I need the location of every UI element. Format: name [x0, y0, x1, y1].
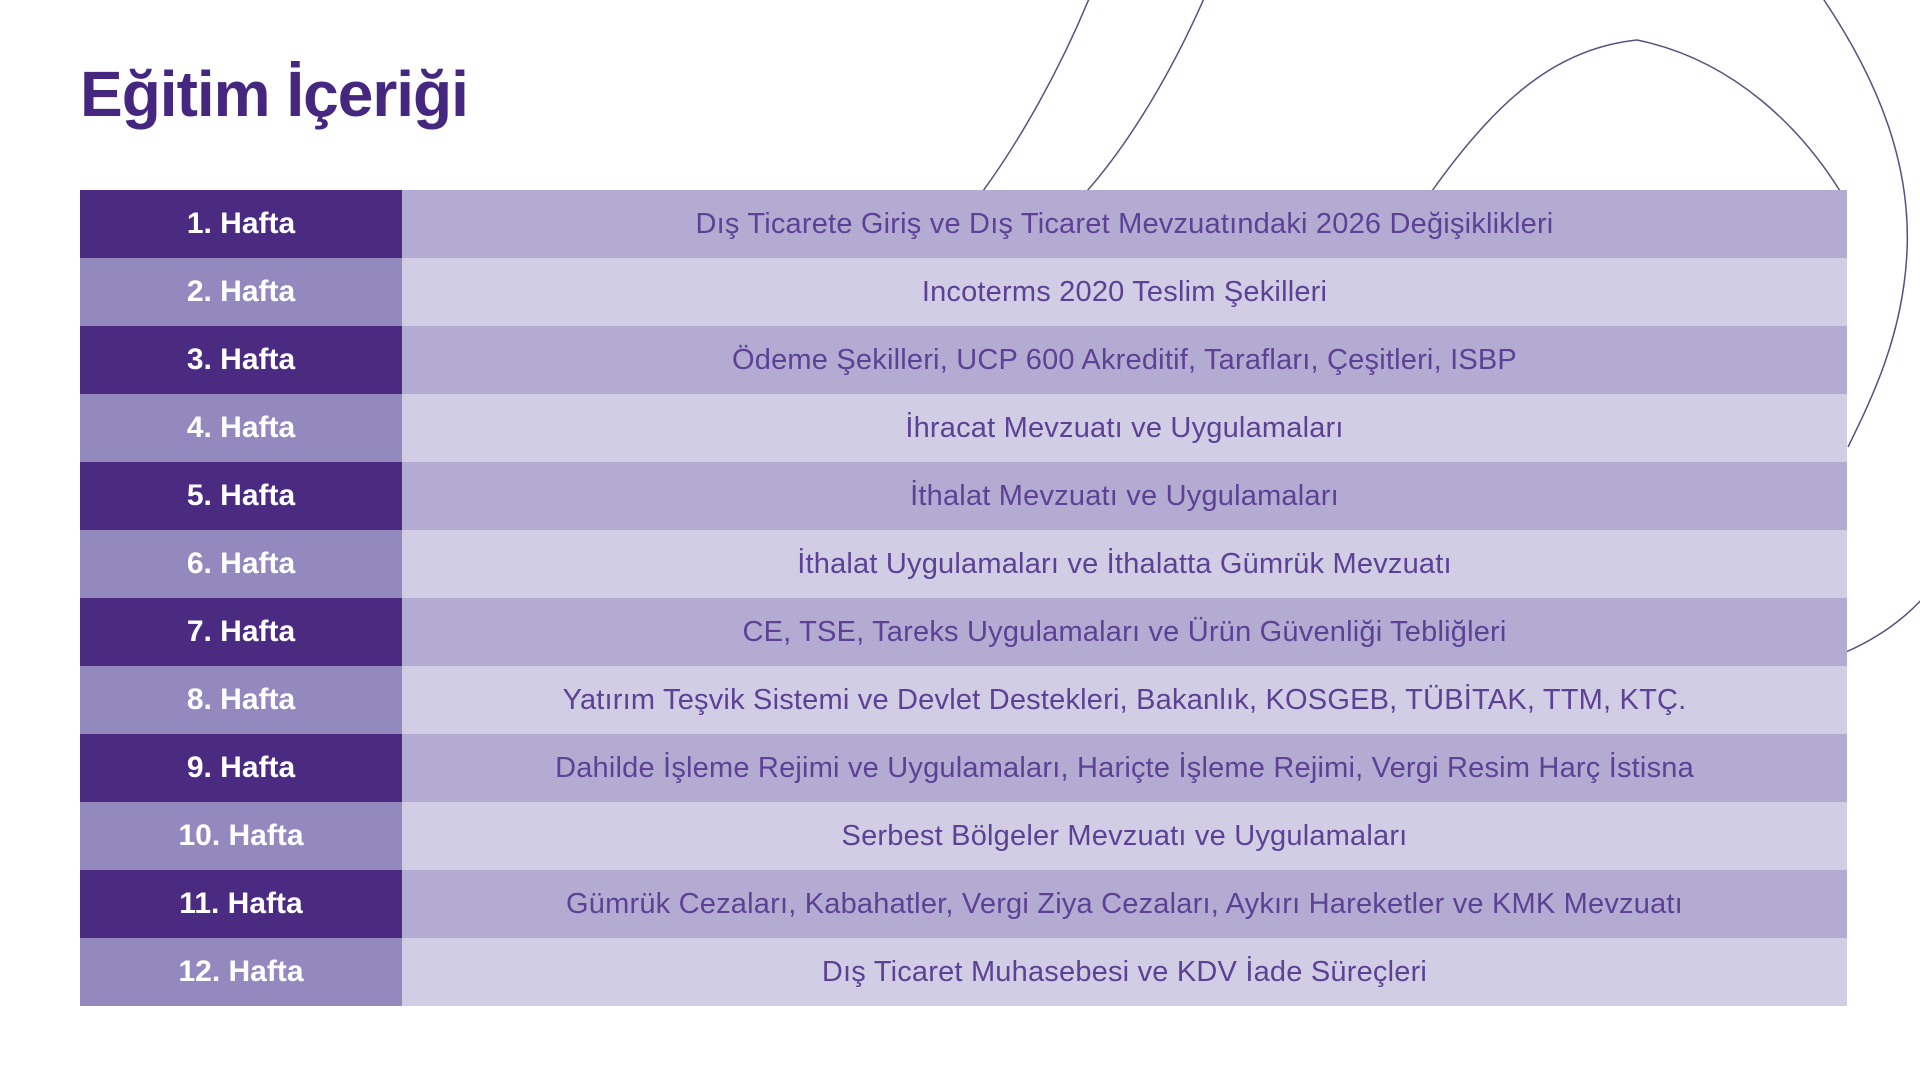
week-cell: 7. Hafta: [80, 598, 402, 666]
week-cell: 1. Hafta: [80, 190, 402, 258]
topic-cell: Dahilde İşleme Rejimi ve Uygulamaları, H…: [402, 734, 1847, 802]
table-row: 9. Hafta Dahilde İşleme Rejimi ve Uygula…: [80, 734, 1847, 802]
topic-cell: İthalat Uygulamaları ve İthalatta Gümrük…: [402, 530, 1847, 598]
week-cell: 9. Hafta: [80, 734, 402, 802]
decorative-lower-arc: [1845, 600, 1920, 653]
topic-cell: CE, TSE, Tareks Uygulamaları ve Ürün Güv…: [402, 598, 1847, 666]
week-cell: 5. Hafta: [80, 462, 402, 530]
week-cell: 11. Hafta: [80, 870, 402, 938]
week-cell: 3. Hafta: [80, 326, 402, 394]
week-cell: 2. Hafta: [80, 258, 402, 326]
table-row: 5. Hafta İthalat Mevzuatı ve Uygulamalar…: [80, 462, 1847, 530]
topic-cell: Ödeme Şekilleri, UCP 600 Akreditif, Tara…: [402, 326, 1847, 394]
week-cell: 12. Hafta: [80, 938, 402, 1006]
table-row: 2. Hafta Incoterms 2020 Teslim Şekilleri: [80, 258, 1847, 326]
decorative-curve-line-2: [1086, 0, 1205, 192]
topic-cell: Dış Ticaret Muhasebesi ve KDV İade Süreç…: [402, 938, 1847, 1006]
decorative-corner-curve: [1823, 0, 1909, 448]
topic-cell: Serbest Bölgeler Mevzuatı ve Uygulamalar…: [402, 802, 1847, 870]
week-cell: 8. Hafta: [80, 666, 402, 734]
decorative-curve-line-1: [982, 0, 1090, 192]
table-row: 10. Hafta Serbest Bölgeler Mevzuatı ve U…: [80, 802, 1847, 870]
table-row: 12. Hafta Dış Ticaret Muhasebesi ve KDV …: [80, 938, 1847, 1006]
table-row: 3. Hafta Ödeme Şekilleri, UCP 600 Akredi…: [80, 326, 1847, 394]
week-cell: 6. Hafta: [80, 530, 402, 598]
topic-cell: İhracat Mevzuatı ve Uygulamaları: [402, 394, 1847, 462]
table-row: 7. Hafta CE, TSE, Tareks Uygulamaları ve…: [80, 598, 1847, 666]
table-row: 6. Hafta İthalat Uygulamaları ve İthalat…: [80, 530, 1847, 598]
page-title: Eğitim İçeriği: [80, 58, 469, 130]
table-row: 1. Hafta Dış Ticarete Giriş ve Dış Ticar…: [80, 190, 1847, 258]
table-row: 4. Hafta İhracat Mevzuatı ve Uygulamalar…: [80, 394, 1847, 462]
topic-cell: Yatırım Teşvik Sistemi ve Devlet Destekl…: [402, 666, 1847, 734]
table-row: 8. Hafta Yatırım Teşvik Sistemi ve Devle…: [80, 666, 1847, 734]
training-schedule-table: 1. Hafta Dış Ticarete Giriş ve Dış Ticar…: [80, 190, 1847, 1006]
table-row: 11. Hafta Gümrük Cezaları, Kabahatler, V…: [80, 870, 1847, 938]
topic-cell: Gümrük Cezaları, Kabahatler, Vergi Ziya …: [402, 870, 1847, 938]
topic-cell: Incoterms 2020 Teslim Şekilleri: [402, 258, 1847, 326]
decorative-arch-curve: [1431, 39, 1841, 192]
week-cell: 10. Hafta: [80, 802, 402, 870]
topic-cell: Dış Ticarete Giriş ve Dış Ticaret Mevzua…: [402, 190, 1847, 258]
topic-cell: İthalat Mevzuatı ve Uygulamaları: [402, 462, 1847, 530]
week-cell: 4. Hafta: [80, 394, 402, 462]
